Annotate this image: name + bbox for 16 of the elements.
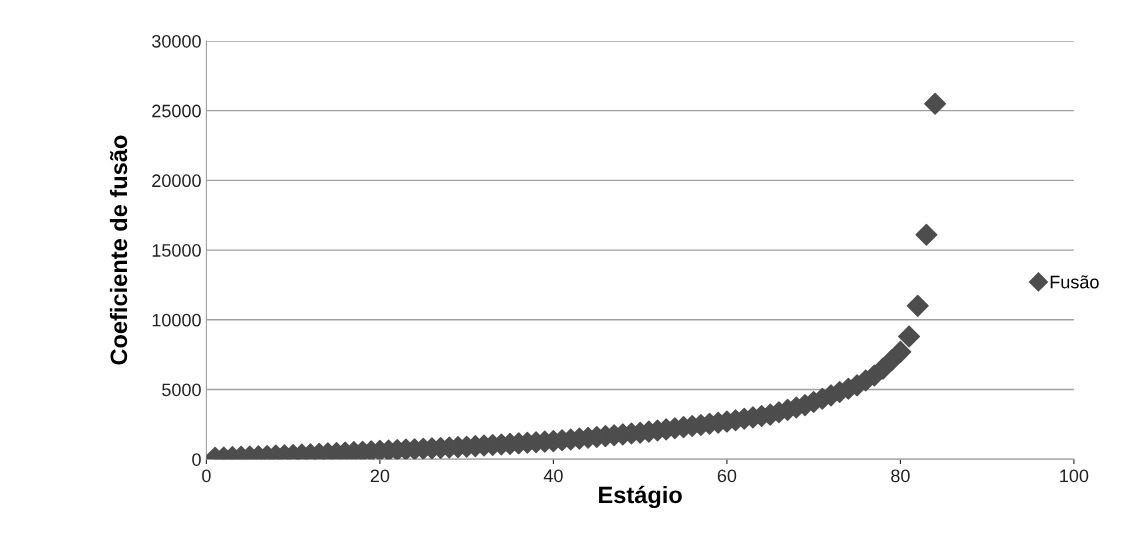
y-tick-label: 20000 [152, 174, 201, 188]
x-tick-label: 100 [1060, 469, 1089, 483]
y-tick-label: 10000 [152, 313, 201, 327]
y-tick-label: 25000 [152, 104, 201, 118]
x-tick-label: 20 [370, 469, 390, 483]
x-tick-label: 80 [891, 469, 910, 483]
x-axis-title: Estágio [599, 485, 682, 509]
x-tick-label: 40 [543, 469, 563, 483]
x-tick-label: 60 [717, 469, 737, 483]
y-tick-label: 15000 [152, 244, 201, 257]
y-tick-label: 0 [192, 453, 201, 466]
y-tick-label: 30000 [152, 34, 201, 48]
y-axis-title: Coeficiente de fusão [109, 135, 128, 365]
x-tick-label: 0 [202, 469, 211, 483]
y-tick-label: 5000 [162, 383, 201, 397]
legend-label: Fusão [1050, 275, 1099, 289]
